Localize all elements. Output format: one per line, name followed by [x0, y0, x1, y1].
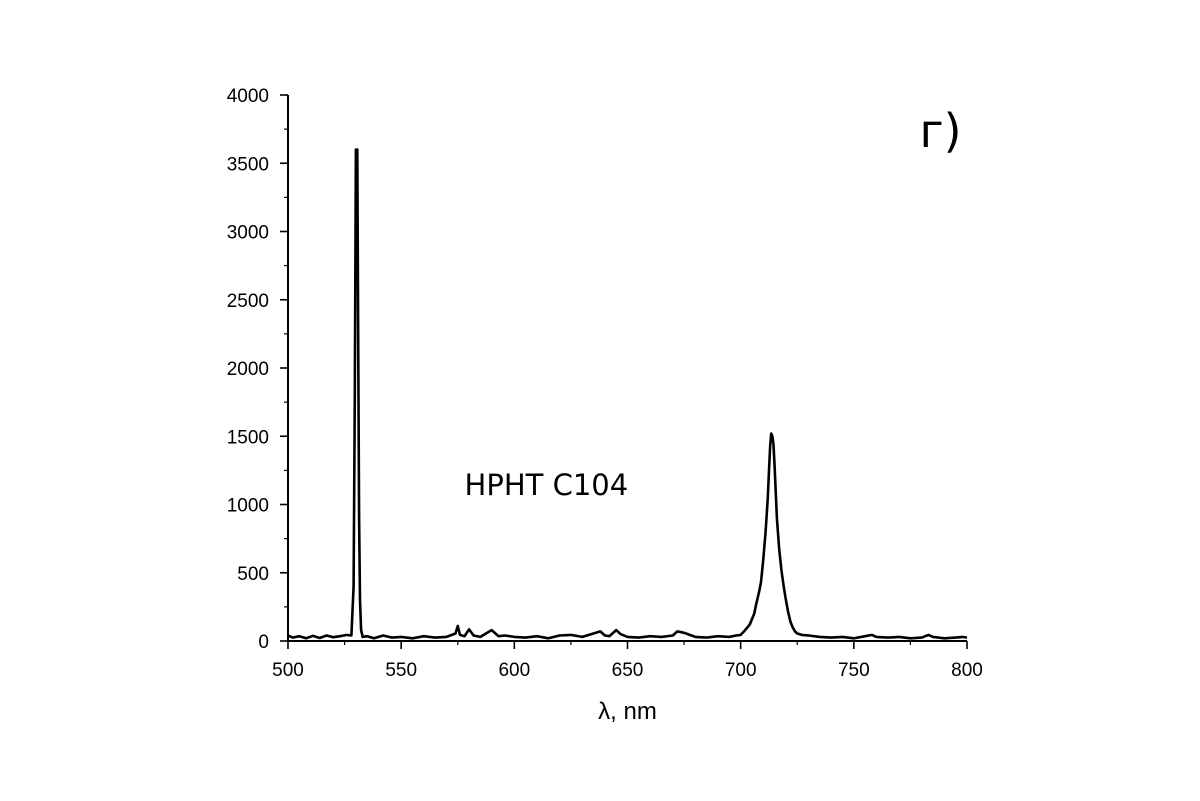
tick-labels: 500 550 600 650 700 750 8000500100015002000250…: [227, 86, 983, 681]
x-tick-label: 500: [272, 660, 304, 681]
series-line-0: [287, 148, 968, 640]
x-tick-label: 800: [951, 660, 983, 681]
y-tick-label: 3500: [227, 154, 269, 175]
y-tick-label: 2000: [227, 359, 269, 380]
x-axis-label: λ, nm: [598, 698, 657, 725]
x-tick-label: 550: [385, 660, 417, 681]
x-tick-label: 600: [498, 660, 530, 681]
sample-annotation: HPHT C104: [465, 468, 629, 502]
x-tick-label: 650: [612, 660, 644, 681]
y-tick-label: 500: [237, 564, 269, 585]
y-tick-label: 2500: [227, 291, 269, 312]
y-tick-label: 1000: [227, 496, 269, 517]
y-tick-label: 0: [258, 632, 269, 653]
annotations: HPHT C104 г): [465, 104, 962, 502]
ticks: [280, 94, 968, 649]
x-tick-label: 750: [838, 660, 870, 681]
axes: [287, 95, 967, 642]
y-tick-label: 4000: [227, 86, 269, 107]
panel-label: г): [919, 104, 961, 158]
x-tick-label: 700: [725, 660, 757, 681]
series-group: [287, 148, 968, 640]
y-tick-label: 1500: [227, 427, 269, 448]
y-tick-label: 3000: [227, 223, 269, 244]
